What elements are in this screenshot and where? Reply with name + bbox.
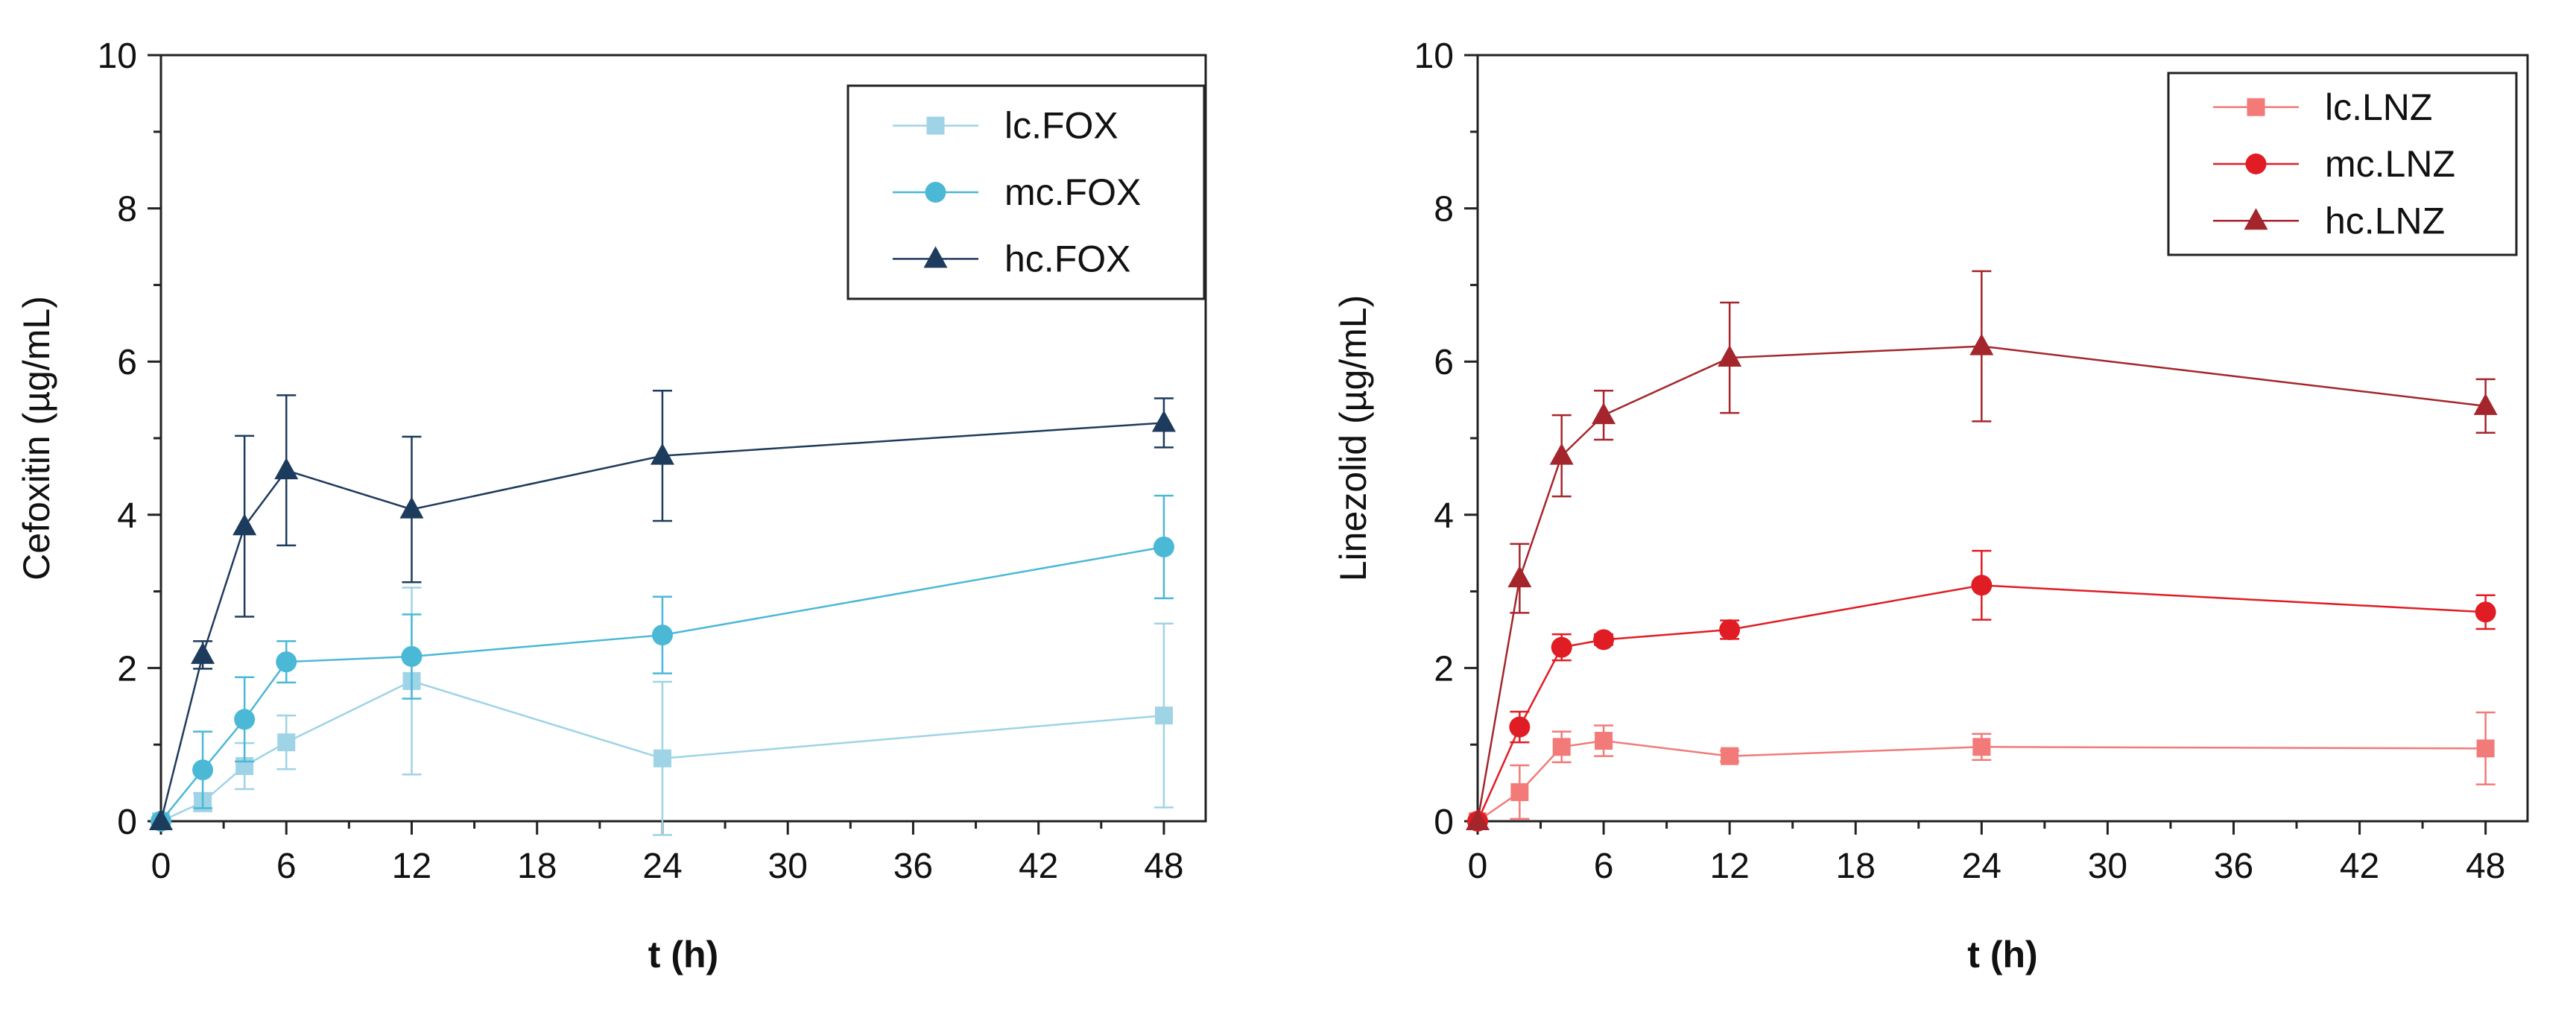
x-tick-label: 0: [151, 847, 171, 886]
data-point: [1595, 732, 1613, 750]
legend-label: lc.LNZ: [2325, 86, 2432, 128]
x-tick-label: 12: [392, 847, 431, 886]
data-point: [1719, 619, 1741, 640]
y-tick-label: 2: [1434, 649, 1454, 689]
legend-label: mc.FOX: [1004, 171, 1141, 213]
data-point: [2476, 739, 2495, 758]
series-mc.FOX: [151, 494, 1174, 832]
legend-marker: [2244, 208, 2268, 230]
data-point: [1151, 410, 1176, 432]
legend-marker: [2245, 154, 2267, 174]
legend-label: lc.FOX: [1004, 105, 1118, 147]
data-point: [274, 458, 299, 480]
data-point: [401, 645, 423, 667]
data-point: [650, 443, 674, 465]
data-point: [277, 733, 296, 752]
data-point: [1510, 782, 1529, 801]
data-point: [149, 809, 173, 830]
x-tick-label: 12: [1709, 847, 1749, 886]
x-tick-label: 6: [276, 847, 297, 886]
x-tick-label: 30: [2088, 847, 2127, 886]
x-tick-label: 24: [1962, 847, 2001, 886]
y-tick-label: 10: [1414, 37, 1454, 76]
x-tick-label: 18: [517, 847, 557, 886]
x-axis-title: t (h): [648, 934, 718, 975]
x-tick-label: 36: [2214, 847, 2253, 886]
data-point: [232, 513, 257, 536]
data-point: [1969, 333, 1994, 355]
data-point: [651, 624, 673, 646]
data-point: [1718, 345, 1742, 367]
y-tick-label: 8: [1434, 190, 1454, 230]
y-tick-label: 2: [117, 649, 137, 689]
y-axis-title: Cefoxitin (µg/mL): [16, 296, 57, 581]
data-point: [192, 759, 214, 781]
data-point: [191, 642, 215, 664]
data-point: [1549, 443, 1574, 465]
x-tick-label: 0: [1468, 847, 1488, 886]
x-tick-label: 42: [2340, 847, 2379, 886]
y-tick-label: 10: [98, 37, 137, 76]
legend-marker: [2247, 98, 2265, 116]
legend: lc.FOX mc.FOX hc.FOX: [846, 84, 1206, 300]
y-tick-label: 0: [1434, 803, 1454, 842]
x-tick-label: 36: [893, 847, 933, 886]
series-hc.LNZ: [1466, 270, 2498, 830]
data-point: [1972, 738, 1991, 756]
x-axis-title: t (h): [1967, 934, 2037, 975]
data-point: [1593, 629, 1615, 651]
data-point: [1153, 536, 1174, 557]
legend-label: hc.LNZ: [2325, 200, 2445, 241]
x-tick-label: 48: [1144, 847, 1183, 886]
data-point: [2475, 601, 2496, 623]
x-tick-label: 24: [642, 847, 682, 886]
x-tick-label: 6: [1594, 847, 1614, 886]
data-point: [1552, 738, 1571, 756]
y-tick-label: 4: [1434, 496, 1454, 536]
series-mc.LNZ: [1467, 549, 2496, 832]
data-point: [1466, 809, 1490, 830]
data-point: [1551, 636, 1572, 658]
data-point: [1971, 575, 1993, 596]
data-point: [399, 496, 424, 519]
legend-label: mc.LNZ: [2325, 143, 2455, 185]
y-tick-label: 6: [117, 343, 137, 382]
series-hc.FOX: [149, 390, 1176, 830]
x-tick-label: 48: [2466, 847, 2505, 886]
data-point: [276, 651, 297, 673]
data-point: [1154, 706, 1173, 725]
legend-marker: [923, 246, 948, 268]
data-point: [2473, 393, 2498, 415]
data-point: [1507, 566, 1532, 588]
y-tick-label: 6: [1434, 343, 1454, 382]
legend-label: hc.FOX: [1004, 238, 1130, 279]
series-lc.LNZ: [1469, 711, 2496, 830]
data-point: [1721, 747, 1739, 765]
legend: lc.LNZ mc.LNZ hc.LNZ: [2167, 72, 2518, 256]
y-axis-title: Linezolid (µg/mL): [1332, 295, 1374, 582]
data-point: [653, 749, 671, 768]
x-tick-label: 42: [1019, 847, 1058, 886]
y-tick-label: 8: [117, 190, 137, 230]
data-point: [1509, 716, 1531, 738]
legend-marker: [925, 182, 946, 203]
y-tick-label: 0: [117, 803, 137, 842]
legend-marker: [926, 116, 945, 135]
y-tick-label: 4: [117, 496, 137, 536]
x-tick-label: 30: [768, 847, 808, 886]
data-point: [1592, 402, 1616, 425]
x-tick-label: 18: [1836, 847, 1876, 886]
data-point: [234, 709, 256, 730]
